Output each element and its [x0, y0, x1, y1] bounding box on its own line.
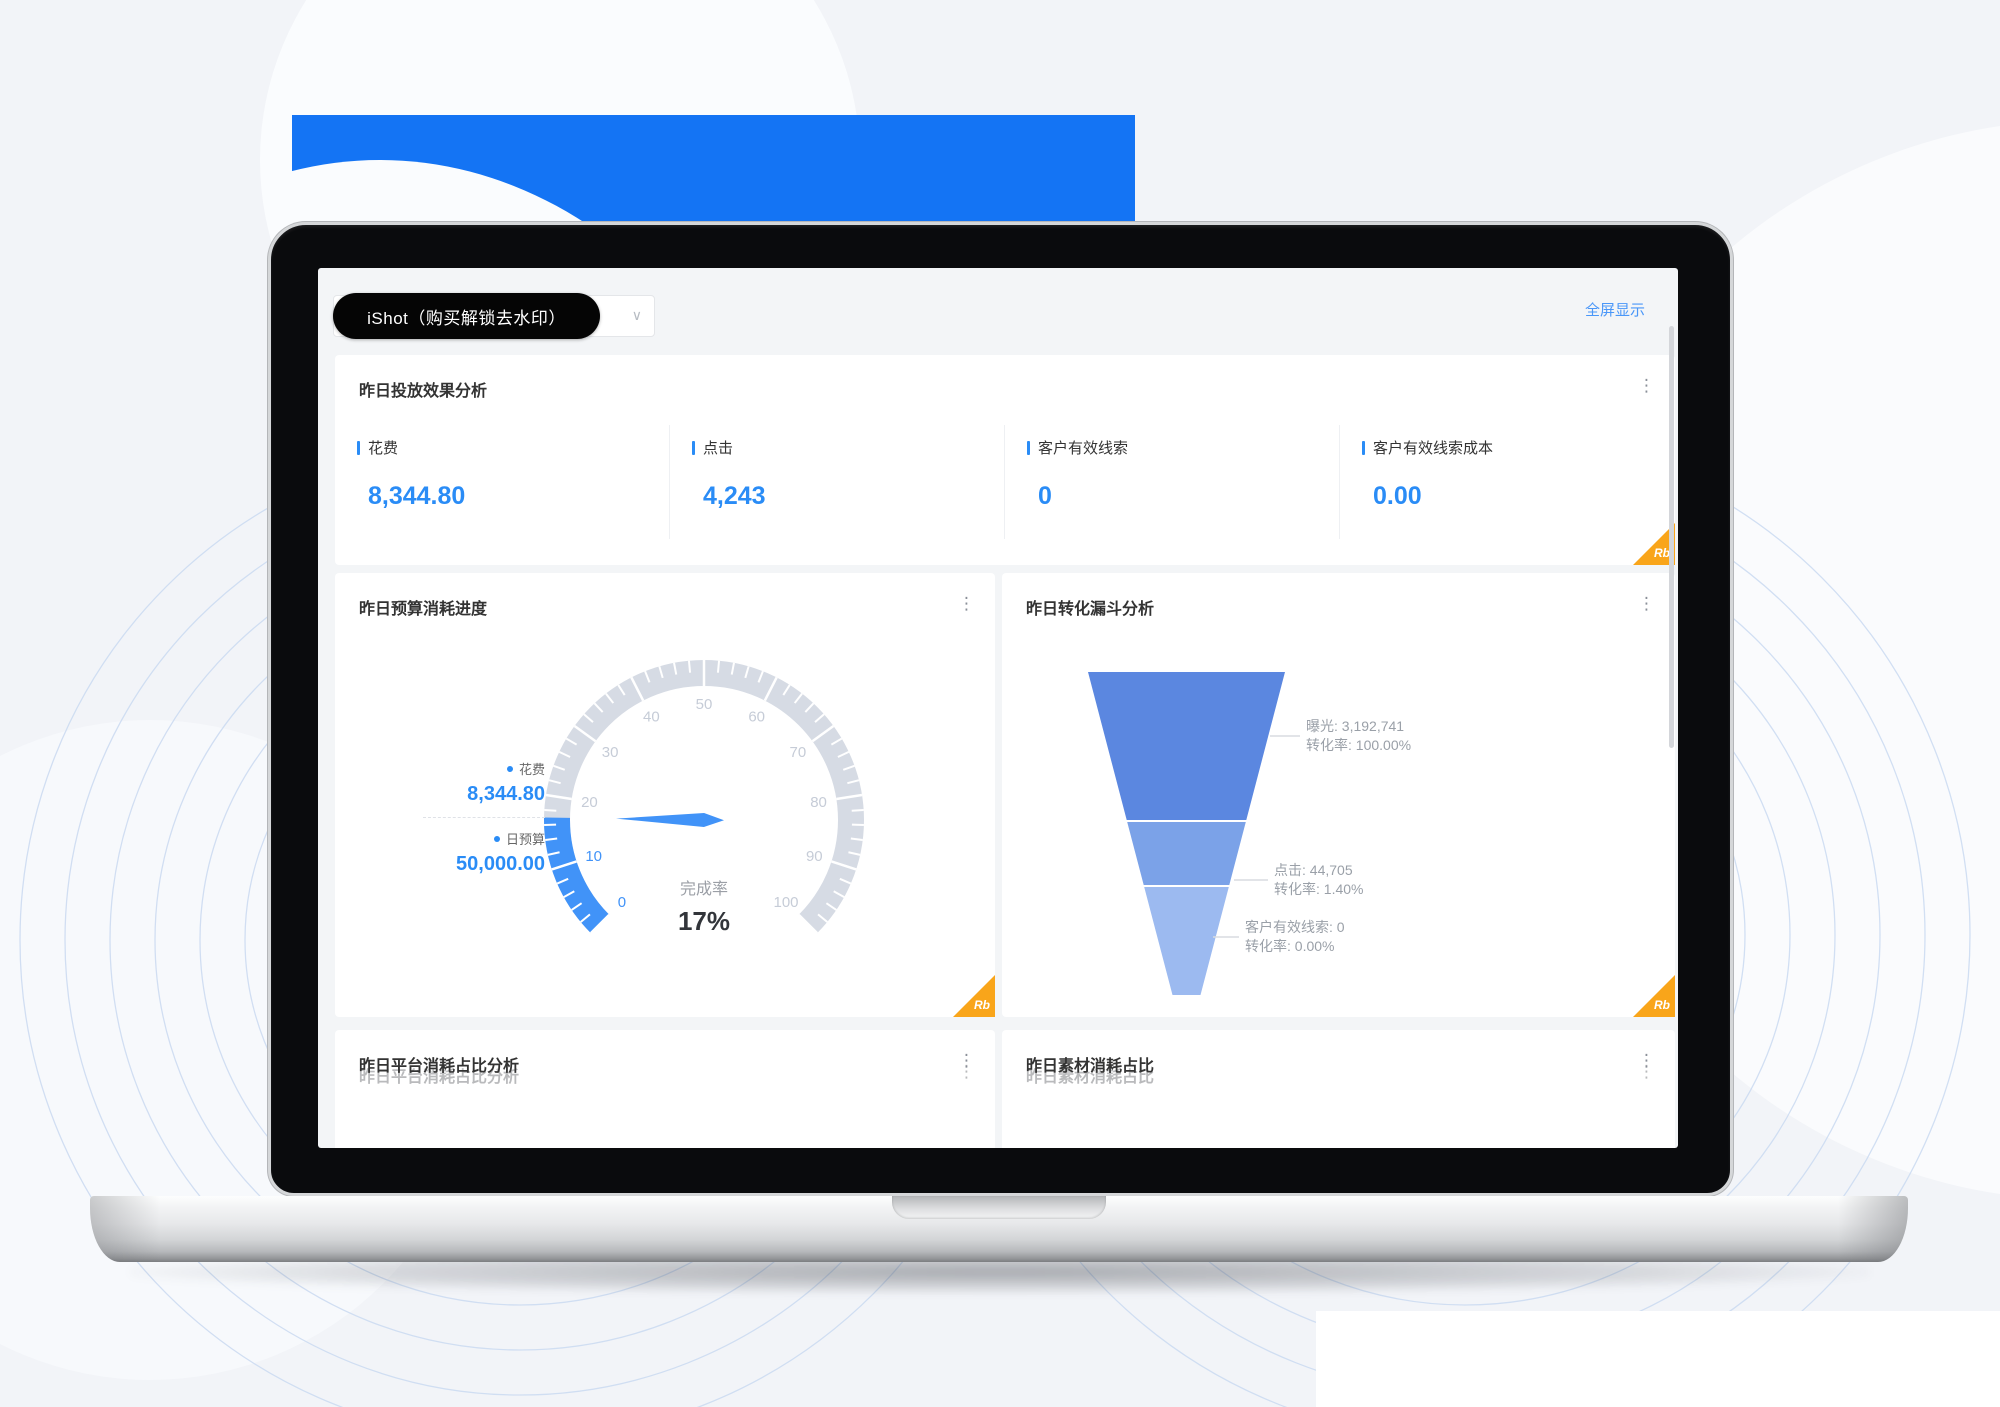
fullscreen-link[interactable]: 全屏显示	[1585, 302, 1646, 319]
metric-item-spend: 花费 8,344.80	[335, 425, 670, 539]
svg-text:90: 90	[806, 848, 823, 865]
legend-label: 花费	[375, 759, 545, 778]
funnel-label-line: 转化率: 0.00%	[1245, 938, 1335, 954]
platform-share-card: 昨日平台消耗占比分析 ⋮	[335, 1030, 995, 1148]
funnel-label-line: 客户有效线索: 0	[1245, 919, 1345, 935]
gauge-center-value: 17%	[677, 906, 731, 936]
metrics-card-title: 昨日投放效果分析	[359, 383, 488, 400]
chevron-down-icon: ∨	[631, 307, 642, 323]
dashboard-topbar: ∨ iShot（购买解锁去水印） 全屏显示	[318, 268, 1678, 355]
svg-text:60: 60	[748, 709, 765, 726]
metric-value: 8,344.80	[368, 482, 466, 510]
legend-label-text: 花费	[518, 762, 545, 777]
watermark-badge-label: Rb	[1654, 546, 1670, 560]
funnel-card-title: 昨日转化漏斗分析	[1026, 601, 1155, 618]
funnel-stage-leads	[1144, 887, 1229, 995]
metrics-card: 昨日投放效果分析 ⋮ 花费 8,344.80 点击 4,243 客户有效线索 0	[335, 355, 1675, 565]
laptop-base-notch	[892, 1196, 1106, 1219]
metric-label: 点击	[692, 437, 1004, 458]
funnel-label-line: 转化率: 1.40%	[1274, 881, 1364, 897]
pie-chart-partial	[1002, 1076, 1675, 1148]
svg-text:50: 50	[696, 696, 713, 713]
material-share-card-title: 昨日素材消耗占比	[1026, 1058, 1155, 1075]
funnel-card: 昨日转化漏斗分析 ⋮ 曝光: 3,192,741 转化率: 100.00%	[1002, 573, 1675, 1017]
funnel-connector-lines	[1213, 735, 1300, 938]
legend-dot-icon	[506, 766, 513, 772]
accent-bar	[1362, 440, 1365, 455]
svg-text:100: 100	[774, 894, 799, 911]
funnel-label-line: 转化率: 100.00%	[1306, 737, 1412, 753]
funnel-stage-clicks	[1127, 822, 1246, 885]
metric-label-text: 花费	[368, 440, 399, 457]
kebab-menu-icon[interactable]: ⋮	[1638, 1051, 1655, 1070]
watermark-badge-label: Rb	[974, 998, 990, 1012]
metric-label-text: 点击	[703, 440, 734, 457]
funnel-label-line: 曝光: 3,192,741	[1306, 718, 1405, 734]
gauge-legend: 花费 8,344.80 日预算 50,000.00	[375, 759, 545, 876]
watermark-pill: iShot（购买解锁去水印）	[333, 293, 600, 339]
metric-item-lead-cost: 客户有效线索成本 0.00	[1340, 425, 1675, 539]
gauge-card-title: 昨日预算消耗进度	[359, 601, 488, 618]
decor-white-corner	[1316, 1311, 2000, 1407]
metric-value: 0	[1038, 482, 1052, 510]
funnel-label-leads: 客户有效线索: 0 转化率: 0.00%	[1245, 918, 1345, 956]
metric-label-text: 客户有效线索成本	[1373, 440, 1494, 457]
funnel-label-line: 点击: 44,705	[1274, 862, 1353, 878]
svg-text:70: 70	[790, 744, 807, 761]
accent-bar	[357, 440, 360, 455]
funnel-stage-exposure	[1088, 672, 1285, 820]
svg-text:10: 10	[585, 848, 602, 865]
legend-label: 日预算	[375, 829, 545, 848]
laptop-base	[90, 1196, 1908, 1262]
metric-item-clicks: 点击 4,243	[670, 425, 1005, 539]
metric-label: 客户有效线索	[1027, 437, 1339, 458]
kebab-menu-icon[interactable]: ⋮	[1638, 376, 1655, 395]
gauge-card: 昨日预算消耗进度 ⋮ 0 10 20 30 40 50 60 70 80 90 100 花费 8,3…	[335, 573, 995, 1017]
metric-value: 0.00	[1373, 482, 1422, 510]
legend-label-text: 日预算	[505, 832, 545, 847]
kebab-menu-icon[interactable]: ⋮	[1638, 594, 1655, 613]
kebab-menu-icon[interactable]: ⋮	[958, 594, 975, 613]
legend-dot-icon	[493, 836, 500, 842]
legend-value: 8,344.80	[467, 783, 545, 805]
gauge-center-readout: 完成率 17%	[624, 875, 784, 937]
svg-text:40: 40	[643, 709, 660, 726]
dashboard-screen: ∨ iShot（购买解锁去水印） 全屏显示 昨日投放效果分析 ⋮ 花费 8,34…	[318, 268, 1678, 1148]
metric-row: 花费 8,344.80 点击 4,243 客户有效线索 0 客户有效线索成本 0…	[335, 425, 1675, 539]
watermark-badge-label: Rb	[1654, 998, 1670, 1012]
funnel-label-exposure: 曝光: 3,192,741 转化率: 100.00%	[1306, 717, 1411, 755]
svg-text:30: 30	[602, 744, 619, 761]
svg-text:80: 80	[810, 794, 827, 811]
kebab-menu-icon[interactable]: ⋮	[958, 1051, 975, 1070]
pie-chart-partial	[335, 1076, 995, 1148]
metric-label-text: 客户有效线索	[1038, 440, 1129, 457]
funnel-label-clicks: 点击: 44,705 转化率: 1.40%	[1274, 861, 1363, 899]
metric-item-leads: 客户有效线索 0	[1005, 425, 1340, 539]
legend-divider	[423, 817, 545, 818]
legend-value: 50,000.00	[456, 853, 545, 875]
accent-bar	[692, 440, 695, 455]
gauge-chart: 0 10 20 30 40 50 60 70 80 90 100	[544, 660, 864, 935]
gauge-center-label: 完成率	[679, 881, 728, 898]
svg-text:20: 20	[581, 794, 598, 811]
metric-label: 客户有效线索成本	[1362, 437, 1675, 458]
platform-share-card-title: 昨日平台消耗占比分析	[359, 1058, 520, 1075]
metric-value: 4,243	[703, 482, 766, 510]
scrollbar-thumb[interactable]	[1669, 326, 1674, 748]
svg-text:0: 0	[618, 894, 626, 911]
accent-bar	[1027, 440, 1030, 455]
metric-label: 花费	[357, 437, 669, 458]
funnel-chart	[1088, 672, 1300, 995]
material-share-card: 昨日素材消耗占比 ⋮	[1002, 1030, 1675, 1148]
laptop-screen-bezel: ∨ iShot（购买解锁去水印） 全屏显示 昨日投放效果分析 ⋮ 花费 8,34…	[268, 222, 1733, 1196]
